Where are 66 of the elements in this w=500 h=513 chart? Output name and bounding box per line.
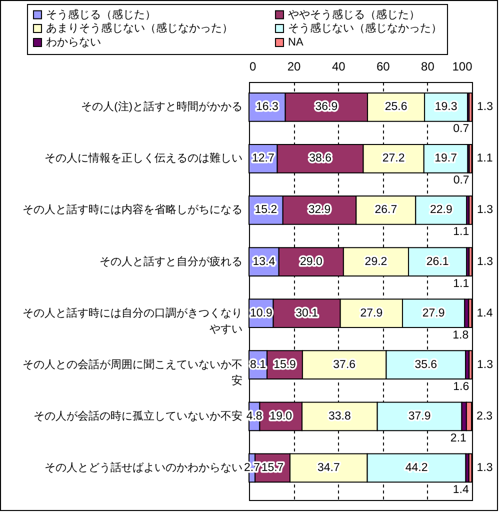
- data-label: 1.3: [477, 358, 493, 371]
- x-tick-label: 80: [421, 60, 435, 74]
- x-tick-label: 0: [250, 60, 256, 74]
- data-label: 26.1: [426, 256, 449, 268]
- data-label: 0.7: [453, 174, 470, 187]
- data-label: 37.6: [333, 358, 356, 371]
- data-label: 15.9: [274, 358, 296, 371]
- y-tick-label: その人と話す時には自分の口調がきつくなりやすい: [22, 306, 242, 336]
- legend-label: ややそう感じる（感じた）: [288, 8, 420, 21]
- data-label: 30.1: [296, 307, 318, 320]
- data-label: 10.9: [250, 307, 272, 320]
- data-label: 1.4: [452, 484, 470, 496]
- data-label: 1.3: [476, 462, 493, 474]
- data-label: 15.2: [254, 204, 278, 216]
- data-label: 19.0: [270, 410, 292, 422]
- legend-label: わからない: [46, 36, 101, 48]
- legend-label: NA: [288, 36, 304, 48]
- data-label: 1.4: [476, 307, 494, 320]
- x-tick-label: 20: [287, 60, 302, 74]
- data-label: 44.2: [405, 462, 428, 474]
- data-label: 1.1: [453, 278, 470, 290]
- legend-label: そう感じない（感じなかった）: [288, 22, 442, 34]
- data-label: 22.9: [430, 204, 452, 216]
- data-label: 1.1: [453, 226, 470, 238]
- legend-label: あまりそう感じない（感じなかった）: [46, 22, 233, 34]
- data-label: 19.3: [434, 101, 458, 114]
- data-label: 13.4: [252, 256, 276, 268]
- data-label: 34.7: [317, 462, 340, 474]
- data-label: 35.6: [414, 358, 438, 371]
- data-label: 25.6: [384, 101, 408, 114]
- data-label: 2.1: [450, 432, 466, 444]
- data-label: 1.3: [477, 204, 493, 216]
- data-label: 27.9: [360, 307, 383, 320]
- x-tick-label: 100: [452, 60, 473, 74]
- data-label: 38.6: [309, 152, 332, 165]
- data-label: 19.7: [434, 152, 458, 165]
- y-tick-label: その人と話すと自分が疲れる: [100, 254, 242, 268]
- y-tick-label: その人が会話の時に孤立していないか不安: [34, 409, 242, 422]
- data-label: 26.7: [374, 204, 398, 216]
- y-tick-label: その人(注)と話すと時間がかかる: [81, 100, 242, 114]
- data-label: 27.9: [422, 307, 445, 320]
- data-label: 1.3: [477, 256, 493, 268]
- data-label: 12.7: [252, 152, 274, 165]
- data-label: 29.2: [364, 256, 388, 268]
- data-label: 15.7: [261, 462, 284, 474]
- y-tick-label: その人とどう話せばよいのかわからない: [44, 460, 242, 474]
- data-label: 2.3: [476, 410, 493, 422]
- legend-label: そう感じる（感じた）: [46, 8, 156, 21]
- data-label: 27.2: [382, 152, 405, 165]
- data-label: 33.8: [328, 410, 351, 422]
- x-tick-label: 40: [332, 60, 346, 74]
- data-label: 16.3: [256, 101, 278, 114]
- data-label: 0.7: [453, 123, 470, 136]
- y-tick-label: その人との会話が周囲に聞こえていないか不安: [22, 358, 242, 387]
- data-label: 1.8: [452, 329, 469, 342]
- data-label: 1.1: [476, 152, 493, 165]
- data-label: 29.0: [300, 256, 322, 268]
- data-label: 32.9: [308, 204, 331, 216]
- y-tick-label: その人と話す時には内容を省略しがちになる: [22, 203, 242, 216]
- data-label: 1.3: [477, 101, 493, 114]
- data-label: 8.1: [250, 358, 266, 371]
- data-label: 36.9: [315, 101, 338, 114]
- data-label: 37.9: [408, 410, 431, 422]
- data-label: 1.6: [453, 380, 470, 393]
- y-tick-label: その人に情報を正しく伝えるのは難しい: [44, 152, 242, 165]
- x-tick-label: 60: [376, 60, 390, 74]
